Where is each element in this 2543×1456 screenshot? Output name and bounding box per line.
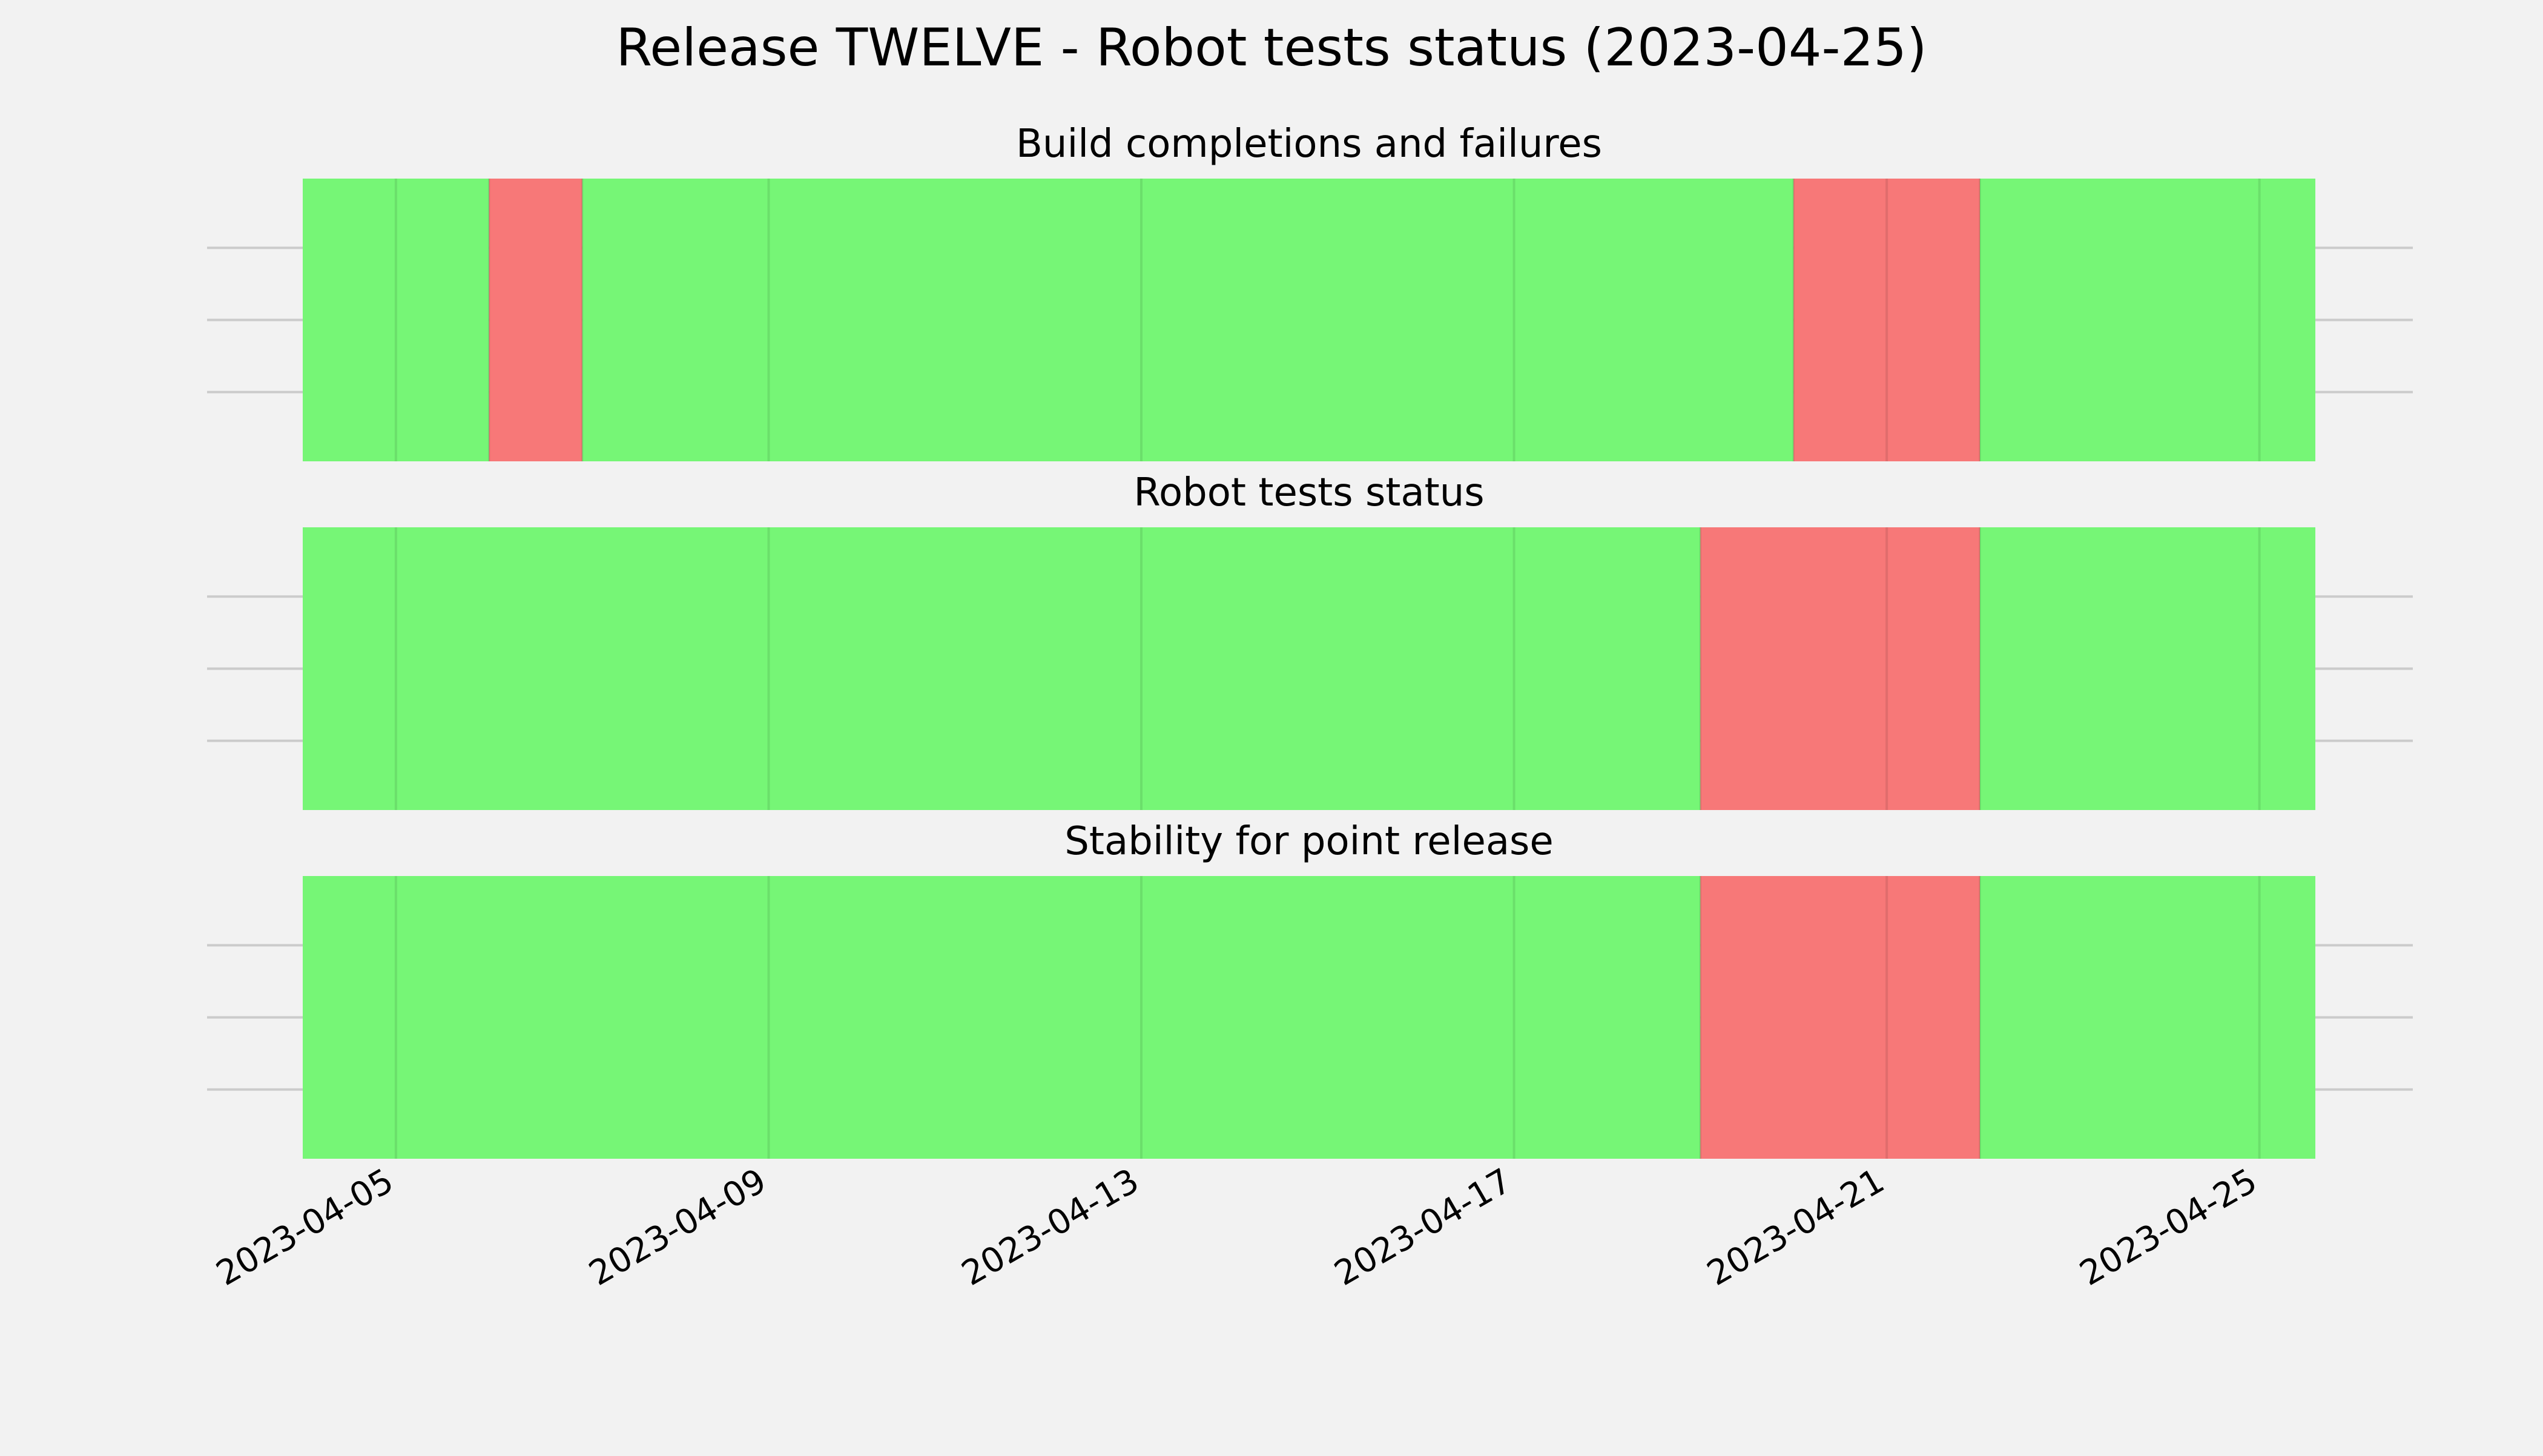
panel-title: Robot tests status	[1133, 470, 1484, 515]
status-segment-fail	[489, 179, 582, 461]
status-segment-pass	[1980, 179, 2315, 461]
panels: Build completions and failures Robot test…	[207, 122, 2413, 1294]
figure-title: Release TWELVE - Robot tests status (202…	[616, 18, 1927, 78]
status-segment-pass	[1980, 527, 2315, 810]
status-segment-pass	[582, 179, 1794, 461]
panel-2: Robot tests status	[207, 470, 2413, 810]
status-segment-fail	[1793, 179, 1980, 461]
status-segment-pass	[303, 876, 1701, 1159]
status-segment-fail	[1700, 527, 1980, 810]
panel-1: Build completions and failures	[207, 122, 2413, 461]
panel-title: Stability for point release	[1064, 819, 1554, 864]
panel-title: Build completions and failures	[1016, 122, 1602, 166]
status-segment-fail	[1700, 876, 1980, 1159]
status-segment-pass	[1980, 876, 2315, 1159]
status-segment-pass	[303, 179, 489, 461]
status-segment-pass	[303, 527, 1701, 810]
